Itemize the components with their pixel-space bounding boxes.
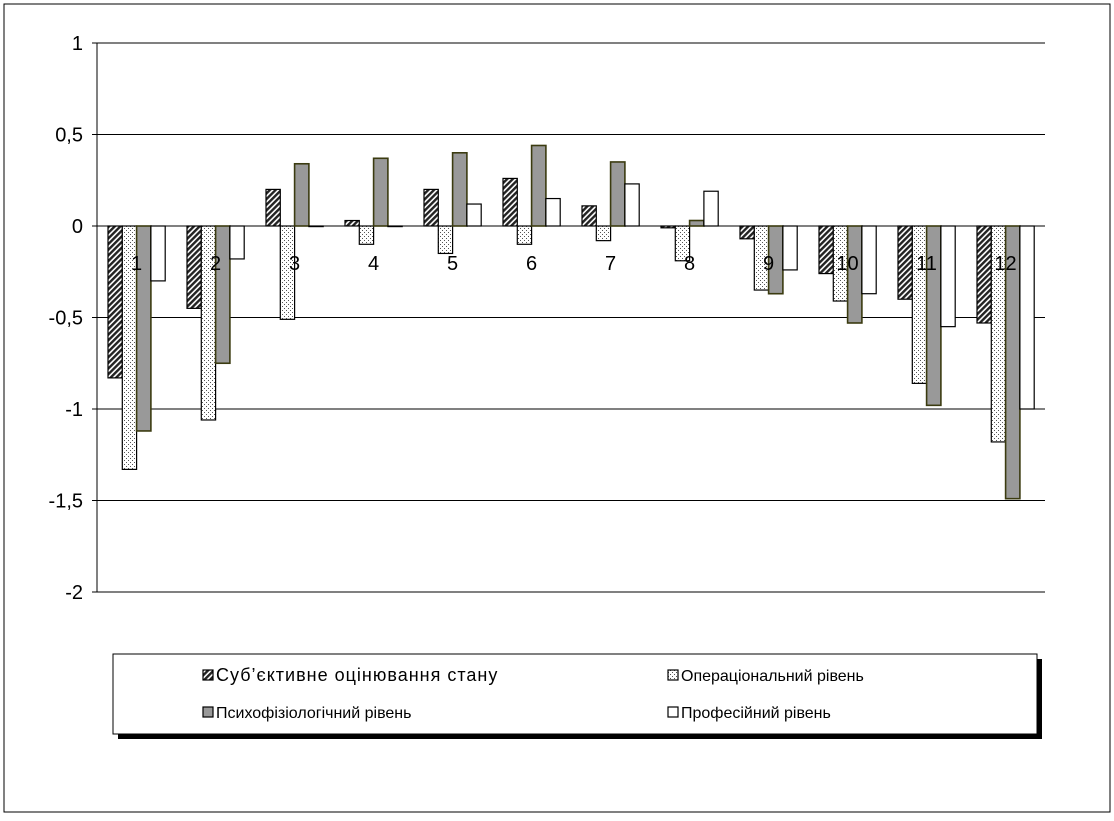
bar-s4-c12 (1019, 225, 1035, 410)
bar-s2-c3 (279, 225, 296, 320)
y-tick-label: 0,5 (55, 125, 83, 147)
y-tick-label: 0 (72, 216, 83, 238)
legend-label: Суб’єктивне оцінювання стану (216, 665, 498, 685)
bar-s4-c8 (703, 190, 719, 227)
legend-label: Операціональний рівень (681, 668, 864, 685)
x-tick-label: 8 (684, 253, 695, 275)
bar-s3-c6 (530, 144, 547, 227)
bar-s4-c6 (545, 197, 561, 227)
y-tick-label: -1,5 (49, 491, 83, 513)
bar-s4-c10 (861, 225, 877, 295)
bar-s1-c4 (344, 219, 360, 227)
y-tick-label: 1 (72, 33, 83, 55)
bar-s4-c2 (229, 225, 245, 260)
legend-label: Психофізіологічний рівень (216, 705, 411, 722)
grid-lines (97, 42, 1045, 593)
bars (107, 144, 1035, 500)
y-tick-label: -0,5 (49, 308, 83, 330)
bar-s3-c5 (451, 152, 468, 227)
x-tick-label: 1 (131, 253, 142, 275)
x-tick-label: 12 (994, 253, 1016, 275)
legend-swatch (202, 706, 214, 718)
bar-s1-c3 (265, 188, 281, 227)
bar-s2-c5 (437, 225, 454, 255)
bar-s3-c4 (372, 157, 389, 227)
bar-s4-c7 (624, 183, 640, 227)
bar-s2-c7 (595, 225, 612, 242)
x-tick-label: 5 (447, 253, 458, 275)
axes: 1 0,5 0 -0,5 -1 -1,5 -2 (49, 33, 98, 604)
x-tick-label: 4 (368, 253, 379, 275)
x-tick-label: 10 (836, 253, 858, 275)
bar-s1-c12 (976, 225, 992, 324)
y-tick-label: -2 (65, 582, 83, 604)
bar-s3-c1 (135, 225, 152, 432)
bar-s1-c8 (660, 225, 676, 229)
bar-s1-c7 (581, 205, 597, 227)
bar-s1-c5 (423, 188, 439, 227)
legend-box (112, 653, 1038, 735)
x-tick-labels: 1 2 3 4 5 6 7 8 9 10 11 12 (131, 253, 1017, 275)
bar-s4-c11 (940, 225, 956, 328)
bar-s3-c8 (688, 219, 705, 227)
bar-s3-c3 (293, 162, 310, 227)
legend-label: Професійний рівень (681, 705, 831, 722)
bar-s2-c11 (911, 225, 928, 384)
bar-s1-c9 (739, 225, 755, 240)
bar-s3-c2 (214, 225, 231, 365)
bar-s4-c9 (782, 225, 798, 271)
bar-s1-c10 (818, 225, 834, 275)
bar-s1-c2 (186, 225, 202, 309)
bar-s2-c4 (358, 225, 375, 245)
x-tick-label: 6 (526, 253, 537, 275)
x-tick-label: 7 (605, 253, 616, 275)
bar-s2-c8 (674, 225, 691, 262)
bar-s3-c7 (609, 161, 626, 227)
bar-s1-c6 (502, 177, 518, 227)
bar-s4-c1 (150, 225, 166, 282)
x-tick-label: 3 (289, 253, 300, 275)
legend-swatch (667, 669, 679, 681)
legend-swatch (202, 669, 214, 681)
bar-s4-c4 (387, 225, 403, 228)
bar-s2-c6 (516, 225, 533, 245)
x-tick-label: 2 (210, 253, 221, 275)
bar-s1-c1 (107, 225, 123, 379)
x-tick-label: 11 (916, 253, 937, 275)
legend: Суб’єктивне оцінювання стану Операціональ… (112, 653, 1042, 739)
y-tick-label: -1 (65, 399, 83, 421)
bar-s4-c3 (308, 225, 324, 228)
bar-s4-c5 (466, 203, 482, 227)
legend-swatch (667, 706, 679, 718)
x-tick-label: 9 (763, 253, 774, 275)
bar-s1-c11 (897, 225, 913, 300)
